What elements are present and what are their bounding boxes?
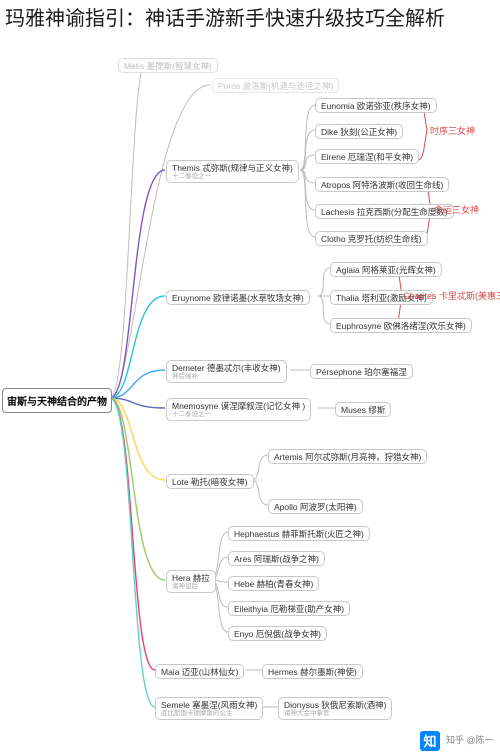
node-demeter: Demeter 德墨忒尔(丰收女神)神后候补 — [166, 360, 287, 383]
node-muses: Muses 缪斯 — [335, 402, 391, 417]
node-persephone: Pérsephone 珀尔塞福涅 — [310, 364, 413, 379]
node-dike: Dike 狄刻(公正女神) — [315, 124, 403, 139]
svg-text:知: 知 — [423, 734, 436, 749]
node-atropos: Atropos 阿特洛波斯(收回生命线) — [315, 177, 449, 192]
node-clotho: Clotho 克罗托(纺织生命线) — [315, 231, 428, 246]
node-eirene: Eirene 厄瑞涅(和平女神) — [315, 149, 419, 164]
page-title: 玛雅神谕指引：神话手游新手快速升级技巧全解析 — [5, 5, 495, 33]
node-poros: Poros 波洛斯(机遇与途径之神) — [212, 78, 339, 93]
node-semele: Semele 塞墨涅(风雨女神)底比斯国卡德摩斯的公主 — [155, 697, 263, 720]
node-metis: Metis 墨提斯(智慧女神) — [118, 58, 218, 73]
node-dionysus: Dionysus 狄俄尼索斯(酒神)诸神大会中掌管 — [278, 697, 392, 720]
node-eunomia: Eunomia 欧诺弥亚(秩序女神) — [315, 98, 437, 113]
node-eurynome: Eruynome 欧律诺墨(水草牧场女神) — [166, 290, 310, 305]
zhihu-icon: 知 — [418, 729, 442, 753]
node-maia: Maia 迈亚(山林仙女) — [155, 664, 244, 679]
node-artemis: Artemis 阿尔忒弥斯(月亮神，狩猎女神) — [268, 449, 427, 464]
node-ares: Ares 阿瑞斯(战争之神) — [228, 551, 325, 566]
node-aglaia: Aglaia 阿格莱亚(光辉女神) — [330, 262, 442, 277]
node-mnemosyne: Mnemosyne 谟涅摩叙涅(记忆女神 )十二泰坦之一 — [166, 398, 311, 421]
node-themis: Themis 忒弥斯(规律与正义女神)十二泰坦之一 — [166, 160, 299, 183]
bracket-charites: Charites 卡里忒斯(美惠三女神) — [403, 289, 500, 302]
node-lachesis: Lachesis 拉克西斯(分配生命度数) — [315, 204, 454, 219]
node-apollo: Apollo 阿波罗(太阳神) — [268, 499, 363, 514]
node-leto: Lote 勒托(暗夜女神) — [166, 474, 254, 489]
attribution: 知乎 @陈一 — [446, 733, 494, 746]
node-hera: Hera 赫拉诸神皇后 — [166, 570, 216, 593]
node-hephaestus: Hephaestus 赫菲斯托斯(火匠之神) — [228, 526, 370, 541]
bracket-horae: 时序三女神 — [430, 124, 475, 137]
node-enyo: Enyo 厄倪俄(战争女神) — [228, 626, 327, 641]
node-hebe: Hebe 赫柏(青春女神) — [228, 576, 319, 591]
root-node: 宙斯与天神结合的产物 — [2, 388, 112, 413]
bracket-fates: 命运三女神 — [434, 203, 479, 216]
node-eileithyia: Eileithyia 厄勒梯亚(助产女神) — [228, 601, 350, 616]
node-hermes: Hermes 赫尔墨斯(神使) — [262, 664, 363, 679]
node-euphro: Euphrosyne 欧佛洛绪涅(欢乐女神) — [330, 318, 472, 333]
